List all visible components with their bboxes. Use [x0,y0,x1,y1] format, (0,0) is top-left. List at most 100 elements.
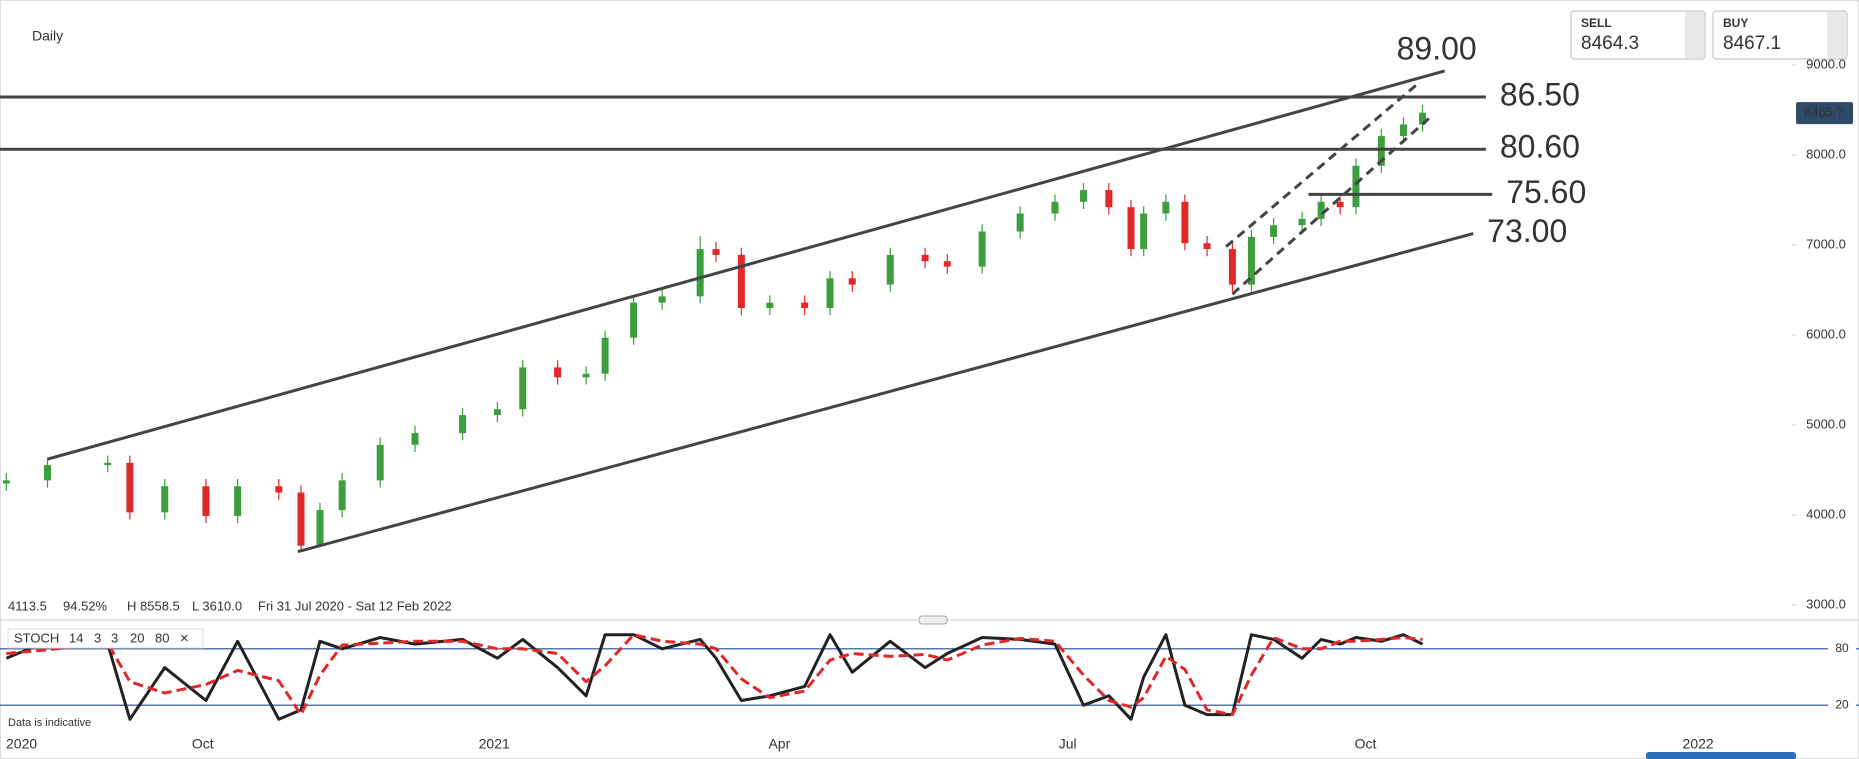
last-price-label: 8465.7 [1804,105,1844,120]
candle-body [1377,136,1385,166]
level-label: 75.60 [1506,174,1586,210]
y-tick-label: 6000.0 [1806,326,1846,341]
candle-body [1105,190,1113,208]
candle-body [1127,207,1135,250]
legend-close[interactable]: × [180,630,189,647]
legend-param: 20 [130,630,144,645]
timeframe[interactable]: Daily [32,28,63,44]
candle-body [1051,201,1059,214]
legend-bg [7,628,204,649]
y-tick-label: 9000.0 [1806,56,1846,71]
candle-body [582,373,590,378]
candle-body [766,302,774,309]
x-tick-label: 2020 [6,736,37,752]
last-price-tag [1796,102,1853,125]
legend-name: STOCH [14,630,59,645]
y-tick-label: 8000.0 [1806,146,1846,161]
candle-body [943,261,951,267]
candle-body [338,480,346,511]
buy-label: BUY [1723,16,1748,30]
candle-body [826,278,834,309]
candle-body [1317,201,1325,219]
level-label: 73.00 [1487,213,1567,249]
candle-body [376,444,384,481]
y-tick-label: 5000.0 [1806,416,1846,431]
y-tick-bg [1828,697,1856,714]
footnote: Data is indicative [8,717,91,729]
candle-body [161,486,169,513]
candle-body [411,433,419,445]
legend-param: 3 [111,630,118,645]
x-tick-label: Oct [1355,736,1377,752]
candle-body [1203,243,1211,250]
trend-line [297,232,1474,554]
x-tick-label: Apr [768,736,790,752]
y-tick-bg [1828,640,1856,657]
legend-param: 80 [155,630,169,645]
buy-strip [1827,12,1846,58]
candle-body [601,337,609,374]
candle-body [1418,112,1426,125]
sell-price: 8464.3 [1581,33,1639,54]
candle-body [44,465,52,481]
panel-handle[interactable] [918,615,948,625]
candle-body [712,249,720,255]
info-range: Fri 31 Jul 2020 - Sat 12 Feb 2022 [258,598,452,613]
candle-body [459,415,467,434]
candle-body [1352,165,1360,208]
candle-body [2,480,10,484]
level-label: 89.00 [1397,30,1477,66]
level-label: 80.60 [1500,129,1580,165]
sell-strip [1685,12,1704,58]
sell-box[interactable]: SELL 8464.3 [1570,10,1706,60]
buy-price: 8467.1 [1723,33,1781,54]
x-tick-label: 2022 [1683,736,1714,752]
x-tick-label: 2021 [479,736,510,752]
candle-body [519,367,527,410]
y-tick-label: 3000.0 [1806,596,1846,611]
candle-body [696,249,704,297]
legend-param: 14 [69,630,83,645]
y-tick-label: 4000.0 [1806,506,1846,521]
candle-body [275,486,283,493]
candle-body [658,296,666,303]
candle-body [316,510,324,546]
buy-box[interactable]: BUY 8467.1 [1712,10,1848,60]
stoch-line [5,633,1424,721]
info-last: 4113.5 [8,598,47,613]
y-tick-label: 20 [1835,697,1849,711]
trend-line [47,69,1446,461]
candle-body [886,254,894,285]
candle-body [234,486,242,516]
candle-body [921,254,929,262]
trend-line [1225,84,1418,248]
candle-body [1298,218,1306,226]
candle-body [630,302,638,338]
candle-body [1162,201,1170,214]
sell-frame [1570,10,1706,60]
candle-body [1228,249,1236,285]
candle-body [848,278,856,285]
candle-body [1247,236,1255,285]
candle-body [1181,201,1189,244]
y-tick-label: 7000.0 [1806,236,1846,251]
bottom-tab[interactable] [1646,752,1796,759]
candle-body [493,409,501,416]
info-low: L 3610.0 [192,598,242,613]
level-label: 86.50 [1500,76,1580,112]
candle-body [1399,124,1407,137]
candle-body [801,302,809,309]
y-tick-label: 80 [1835,641,1849,655]
candle-body [1140,213,1148,250]
candle-body [297,492,305,546]
candle-body [104,462,112,466]
stoch-line [6,633,1423,717]
candle-body [554,367,562,378]
candle-body [1270,225,1278,237]
candle-body [126,462,134,513]
info-high: H 8558.5 [127,598,180,613]
candle-body [202,486,210,516]
candle-body [1016,213,1024,232]
